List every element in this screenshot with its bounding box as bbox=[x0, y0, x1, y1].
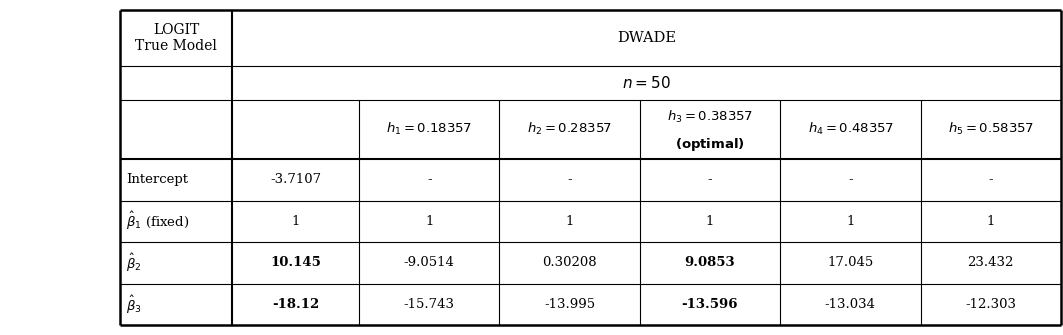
Text: 1: 1 bbox=[425, 215, 434, 228]
Text: 1: 1 bbox=[986, 215, 995, 228]
Text: -15.743: -15.743 bbox=[404, 298, 455, 311]
Text: $h_2 = 0.28357$: $h_2 = 0.28357$ bbox=[527, 121, 612, 137]
Text: $h_1 = 0.18357$: $h_1 = 0.18357$ bbox=[387, 121, 472, 137]
Text: $\hat{\beta}_2$: $\hat{\beta}_2$ bbox=[126, 252, 141, 274]
Text: 23.432: 23.432 bbox=[967, 256, 1014, 269]
Text: -12.303: -12.303 bbox=[965, 298, 1016, 311]
Text: 1: 1 bbox=[566, 215, 574, 228]
Text: 1: 1 bbox=[706, 215, 714, 228]
Text: 0.30208: 0.30208 bbox=[542, 256, 597, 269]
Text: $\hat{\beta}_1$ (fixed): $\hat{\beta}_1$ (fixed) bbox=[126, 210, 189, 232]
Text: DWADE: DWADE bbox=[617, 31, 676, 45]
Text: LOGIT
True Model: LOGIT True Model bbox=[135, 23, 217, 53]
Text: 10.145: 10.145 bbox=[270, 256, 321, 269]
Text: $h_3 = 0.38357$: $h_3 = 0.38357$ bbox=[668, 109, 753, 125]
Text: -: - bbox=[848, 173, 853, 186]
Text: $n = 50$: $n = 50$ bbox=[622, 75, 671, 91]
Text: -: - bbox=[568, 173, 572, 186]
Text: -: - bbox=[427, 173, 432, 186]
Text: Intercept: Intercept bbox=[126, 173, 188, 186]
Text: 17.045: 17.045 bbox=[827, 256, 874, 269]
Text: $h_5 = 0.58357$: $h_5 = 0.58357$ bbox=[948, 121, 1033, 137]
Text: 1: 1 bbox=[846, 215, 855, 228]
Text: $\hat{\beta}_3$: $\hat{\beta}_3$ bbox=[126, 293, 141, 316]
Text: -: - bbox=[989, 173, 993, 186]
Text: $\bf{(optimal)}$: $\bf{(optimal)}$ bbox=[675, 136, 745, 153]
Text: -18.12: -18.12 bbox=[272, 298, 319, 311]
Text: -: - bbox=[708, 173, 712, 186]
Text: -3.7107: -3.7107 bbox=[270, 173, 321, 186]
Text: -13.034: -13.034 bbox=[825, 298, 876, 311]
Text: $h_4 = 0.48357$: $h_4 = 0.48357$ bbox=[808, 121, 893, 137]
Text: 1: 1 bbox=[291, 215, 300, 228]
Text: -13.995: -13.995 bbox=[544, 298, 595, 311]
Text: -9.0514: -9.0514 bbox=[404, 256, 455, 269]
Text: -13.596: -13.596 bbox=[681, 298, 738, 311]
Text: 9.0853: 9.0853 bbox=[685, 256, 736, 269]
